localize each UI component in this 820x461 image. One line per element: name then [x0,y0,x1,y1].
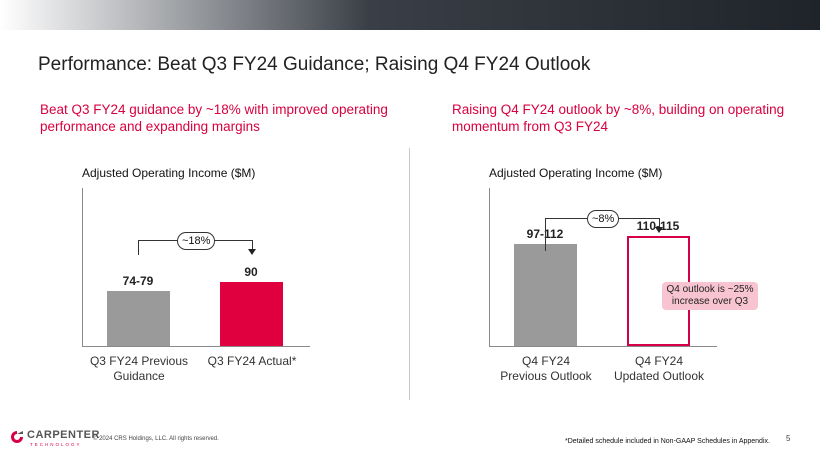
copyright-text: © 2024 CRS Holdings, LLC. All rights res… [93,436,219,442]
left-chart-title: Adjusted Operating Income ($M) [82,166,256,180]
left-growth-pill: ~18% [177,232,216,250]
bar-q3-actual [220,282,283,346]
center-divider [409,148,410,400]
right-subtitle: Raising Q4 FY24 outlook by ~8%, building… [452,102,785,134]
company-logo-subtext: TECHNOLOGY [30,442,82,447]
right-arrow-icon [655,227,663,233]
bar-q4-previous-outlook [514,243,577,346]
left-category-2: Q3 FY24 Actual* [207,354,297,368]
right-category-2: Q4 FY24 Updated Outlook [613,354,705,383]
right-category-1: Q4 FY24 Previous Outlook [500,354,592,383]
bar-q3-previous-guidance [107,291,170,346]
right-growth-pill: ~8% [587,210,620,228]
left-arrow-icon [248,249,256,255]
q4-outlook-callout: Q4 outlook is ~25% increase over Q3 [662,282,758,310]
right-x-axis [489,346,717,347]
slide-title: Performance: Beat Q3 FY24 Guidance; Rais… [38,54,591,75]
left-bracket-drop [252,240,253,250]
right-bracket-drop [659,218,660,228]
data-label-q4-updated: 110-115 [636,218,680,233]
left-y-axis [82,188,83,346]
top-banner [0,0,820,30]
data-label-q4-previous: 97-112 [526,226,564,241]
carpenter-logo-icon [11,431,23,443]
footnote: *Detailed schedule included in Non-GAAP … [565,438,770,445]
left-x-axis [82,346,310,347]
left-subtitle: Beat Q3 FY24 guidance by ~18% with impro… [40,102,388,134]
data-label-q3-guidance: 74-79 [122,274,154,289]
page-number: 5 [786,434,791,443]
right-y-axis [489,188,490,346]
right-chart-title: Adjusted Operating Income ($M) [489,166,663,180]
company-logo-text: CARPENTER [27,429,100,441]
left-category-1: Q3 FY24 Previous Guidance [89,354,189,383]
data-label-q3-actual: 90 [244,265,258,279]
